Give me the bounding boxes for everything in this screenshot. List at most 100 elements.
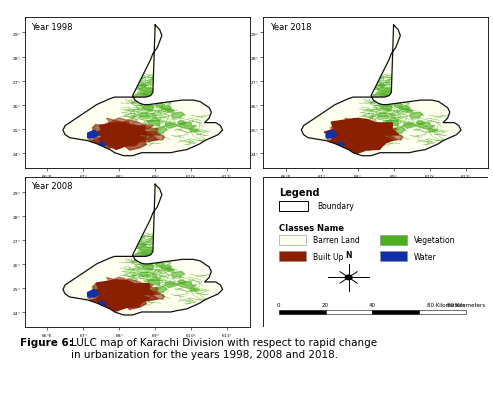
- Polygon shape: [156, 103, 165, 107]
- Polygon shape: [362, 137, 385, 151]
- Text: Year 2018: Year 2018: [270, 23, 312, 32]
- Polygon shape: [403, 124, 417, 129]
- Polygon shape: [135, 94, 151, 99]
- Polygon shape: [132, 295, 144, 299]
- Polygon shape: [139, 88, 156, 93]
- Polygon shape: [335, 143, 344, 149]
- Polygon shape: [88, 290, 99, 297]
- Polygon shape: [387, 98, 404, 105]
- Bar: [372, 310, 419, 314]
- Text: LULC map of Karachi Division with respect to rapid change
in urbanization for th: LULC map of Karachi Division with respec…: [71, 337, 378, 359]
- Polygon shape: [159, 265, 172, 270]
- Polygon shape: [177, 123, 197, 130]
- Polygon shape: [106, 278, 125, 286]
- Polygon shape: [124, 121, 153, 132]
- Polygon shape: [144, 135, 165, 141]
- Polygon shape: [156, 262, 165, 266]
- Text: 80 Kilometers: 80 Kilometers: [447, 302, 485, 307]
- Polygon shape: [108, 280, 139, 291]
- Polygon shape: [383, 135, 403, 141]
- Bar: [279, 201, 308, 211]
- Bar: [380, 252, 407, 262]
- Text: Legend: Legend: [279, 188, 319, 198]
- Bar: [279, 310, 325, 314]
- Polygon shape: [416, 121, 425, 125]
- Text: 0: 0: [277, 302, 281, 307]
- Polygon shape: [124, 279, 153, 291]
- Polygon shape: [371, 71, 378, 79]
- Polygon shape: [88, 134, 108, 143]
- Polygon shape: [167, 269, 175, 272]
- Text: 20: 20: [322, 302, 329, 307]
- Polygon shape: [410, 113, 423, 119]
- Polygon shape: [383, 93, 396, 98]
- Polygon shape: [391, 128, 405, 134]
- Polygon shape: [106, 119, 125, 127]
- Polygon shape: [167, 110, 175, 112]
- Text: N: N: [345, 251, 352, 260]
- Polygon shape: [406, 110, 413, 112]
- Polygon shape: [147, 121, 160, 126]
- Polygon shape: [129, 128, 161, 142]
- Polygon shape: [367, 128, 399, 142]
- Text: Boundary: Boundary: [317, 201, 354, 210]
- Polygon shape: [132, 136, 144, 140]
- Polygon shape: [416, 123, 435, 130]
- Polygon shape: [136, 286, 158, 295]
- Polygon shape: [428, 129, 438, 133]
- Polygon shape: [344, 119, 363, 127]
- Polygon shape: [108, 121, 139, 132]
- Polygon shape: [63, 185, 223, 315]
- Polygon shape: [377, 88, 394, 93]
- Polygon shape: [136, 127, 158, 137]
- Text: Water: Water: [414, 252, 437, 261]
- Polygon shape: [142, 105, 154, 112]
- Polygon shape: [144, 294, 165, 300]
- Polygon shape: [363, 121, 391, 132]
- Polygon shape: [129, 287, 161, 301]
- Polygon shape: [148, 98, 166, 105]
- Polygon shape: [190, 129, 199, 133]
- Polygon shape: [140, 244, 147, 246]
- Polygon shape: [148, 257, 166, 263]
- Polygon shape: [88, 293, 108, 302]
- Polygon shape: [85, 134, 127, 149]
- Polygon shape: [378, 85, 386, 87]
- Bar: [325, 310, 372, 314]
- Polygon shape: [93, 284, 118, 297]
- Polygon shape: [171, 113, 185, 119]
- Text: 40: 40: [369, 302, 376, 307]
- Polygon shape: [177, 121, 186, 125]
- Bar: [279, 252, 306, 262]
- Polygon shape: [143, 133, 152, 137]
- Polygon shape: [140, 85, 147, 87]
- Polygon shape: [394, 103, 403, 107]
- Polygon shape: [144, 93, 158, 98]
- Polygon shape: [375, 127, 397, 137]
- Polygon shape: [135, 253, 151, 258]
- Polygon shape: [165, 124, 178, 129]
- Polygon shape: [88, 131, 99, 138]
- Polygon shape: [177, 282, 197, 289]
- Bar: [380, 236, 407, 245]
- Polygon shape: [63, 26, 223, 156]
- Text: Year 2008: Year 2008: [32, 182, 73, 191]
- Bar: [419, 310, 465, 314]
- Polygon shape: [94, 124, 149, 150]
- Text: Figure 6:: Figure 6:: [20, 337, 76, 347]
- Polygon shape: [124, 298, 142, 303]
- Text: Year 1998: Year 1998: [32, 23, 73, 32]
- Polygon shape: [171, 272, 185, 278]
- Polygon shape: [382, 133, 391, 137]
- Text: Classes Name: Classes Name: [279, 224, 344, 233]
- Polygon shape: [133, 71, 140, 79]
- Polygon shape: [139, 247, 156, 252]
- Polygon shape: [144, 252, 158, 257]
- Bar: [279, 236, 306, 245]
- Polygon shape: [373, 94, 389, 99]
- Polygon shape: [159, 106, 172, 111]
- Polygon shape: [143, 292, 152, 296]
- Polygon shape: [153, 287, 167, 293]
- Polygon shape: [190, 288, 199, 292]
- Polygon shape: [165, 282, 178, 288]
